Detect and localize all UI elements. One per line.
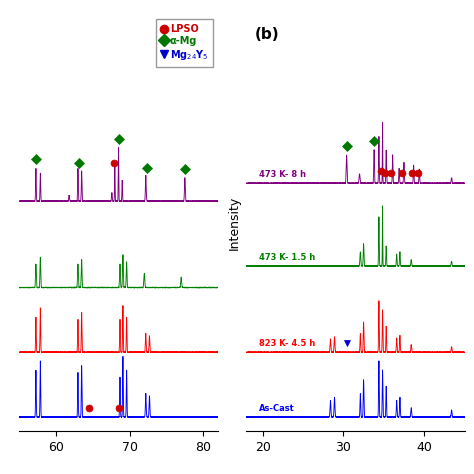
Text: 473 K- 1.5 h: 473 K- 1.5 h [259, 253, 315, 262]
Legend: LPSO, α-Mg, Mg$_{24}$Y$_5$: LPSO, α-Mg, Mg$_{24}$Y$_5$ [156, 19, 213, 67]
Text: 473 K- 8 h: 473 K- 8 h [259, 170, 306, 179]
Text: (b): (b) [255, 27, 280, 42]
Text: As-Cast: As-Cast [259, 404, 294, 413]
Text: 823 K- 4.5 h: 823 K- 4.5 h [259, 339, 315, 348]
Text: Intensity: Intensity [228, 196, 241, 250]
